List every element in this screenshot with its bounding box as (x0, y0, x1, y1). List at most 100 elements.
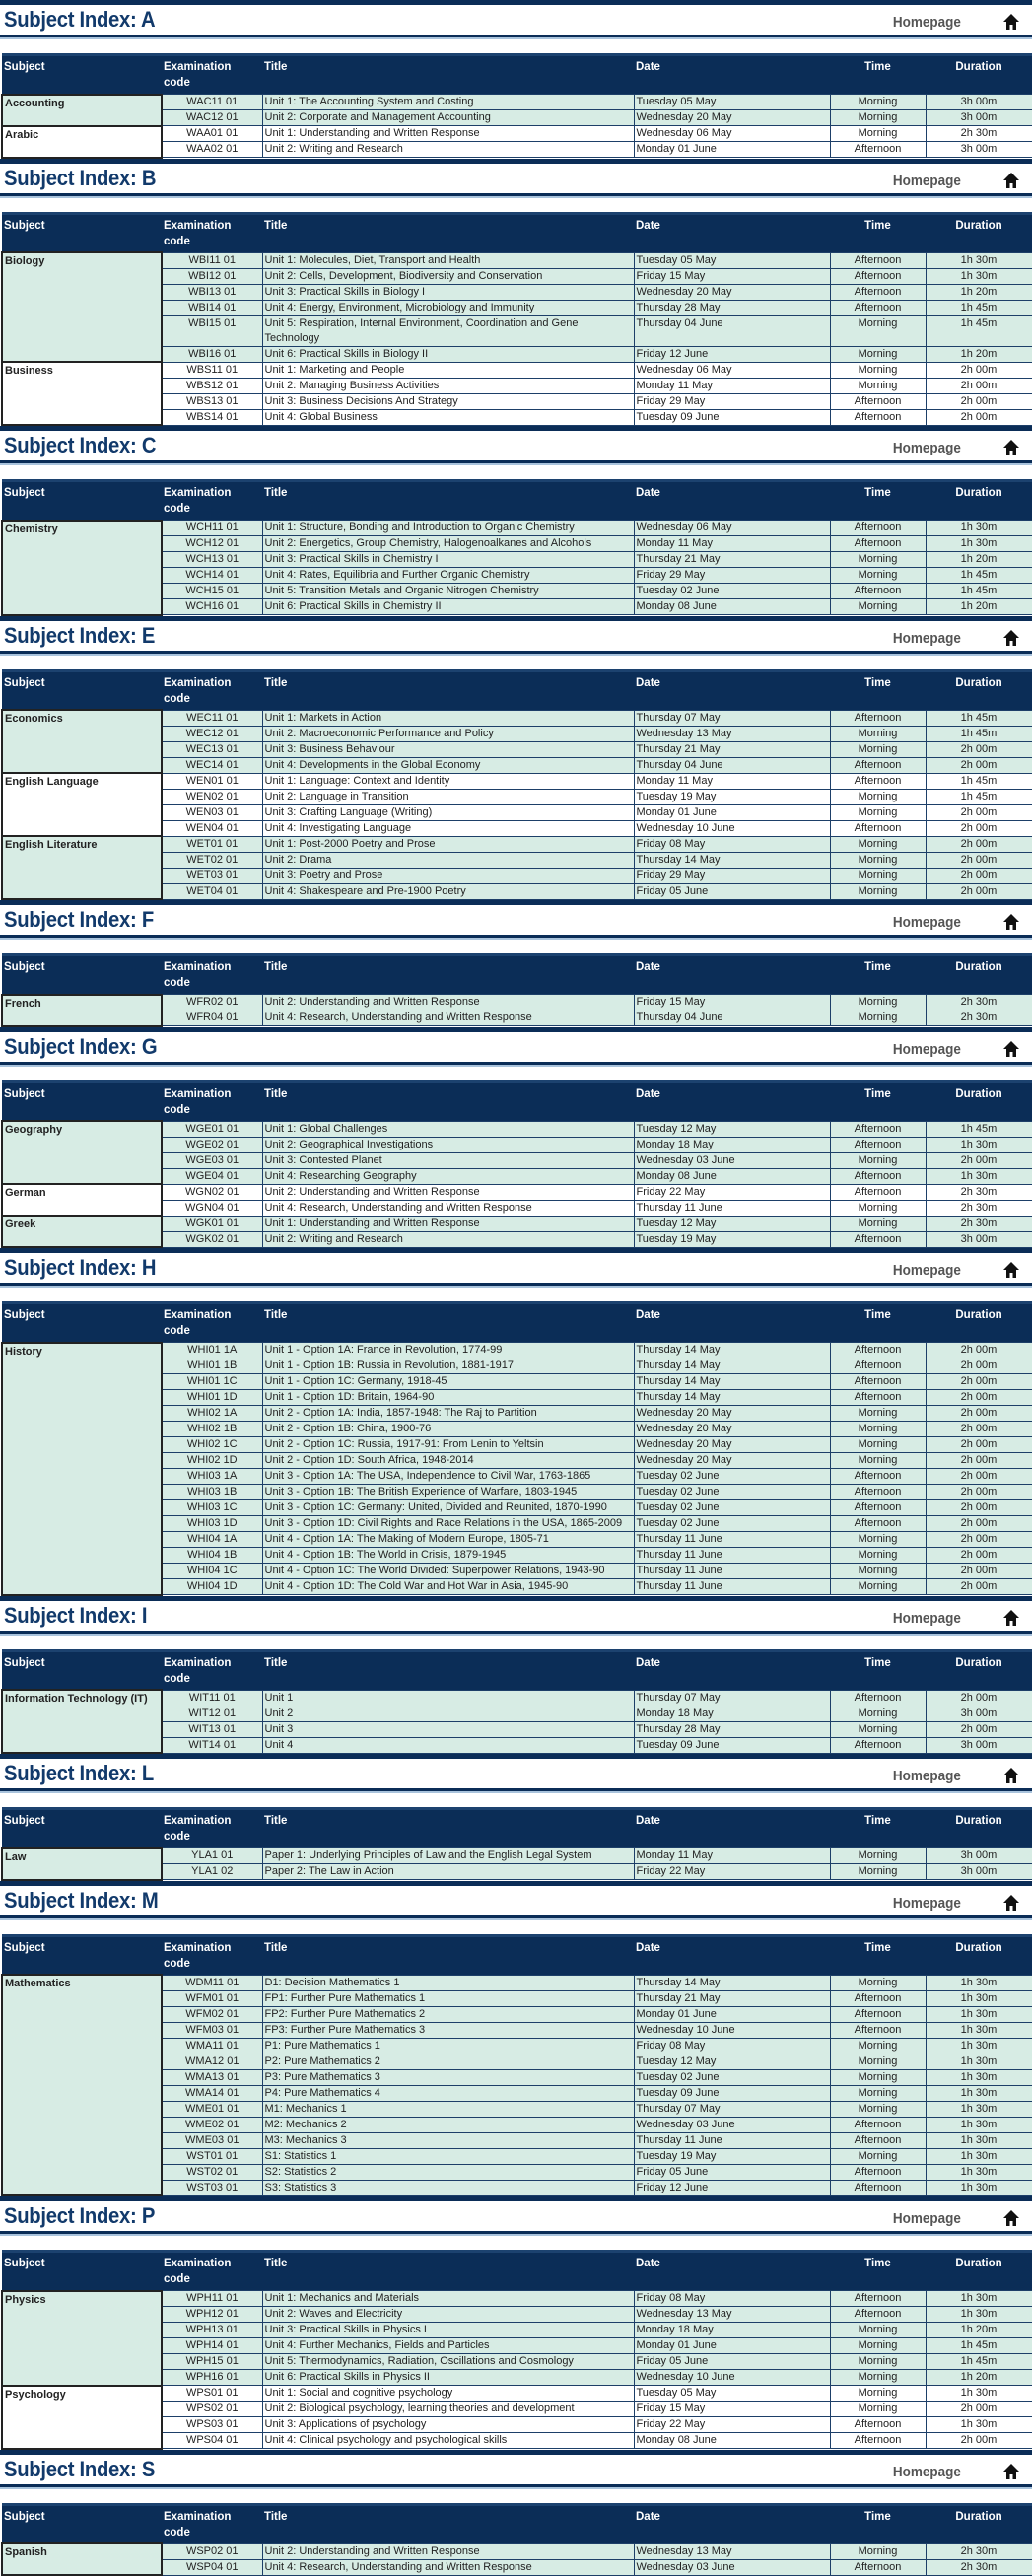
section-heading: Subject Index: M Homepage (0, 1881, 1032, 1915)
title-cell: M1: Mechanics 1 (262, 2101, 634, 2117)
house-icon[interactable] (1002, 913, 1020, 931)
time-cell: Morning (830, 883, 926, 899)
homepage-link[interactable]: Homepage (893, 173, 961, 189)
homepage-link[interactable]: Homepage (893, 1610, 961, 1627)
title-cell: P1: Pure Mathematics 1 (262, 2038, 634, 2054)
duration-cell: 2h 30m (926, 1184, 1032, 1200)
title-cell: Unit 2 - Option 1D: South Africa, 1948-2… (262, 1453, 634, 1469)
homepage-link[interactable]: Homepage (893, 2210, 961, 2227)
column-header-duration: Duration (926, 213, 1032, 252)
date-cell: Wednesday 20 May (634, 1437, 830, 1453)
date-cell: Friday 15 May (634, 268, 830, 284)
house-icon[interactable] (1002, 1894, 1020, 1912)
time-cell: Afternoon (830, 584, 926, 599)
duration-cell: 2h 00m (926, 1500, 1032, 1516)
time-cell: Afternoon (830, 757, 926, 773)
date-cell: Tuesday 05 May (634, 95, 830, 110)
homepage-link[interactable]: Homepage (893, 1895, 961, 1912)
exam-code-cell: WIT11 01 (162, 1690, 262, 1706)
title-cell: Unit 2: Understanding and Written Respon… (262, 995, 634, 1010)
house-icon[interactable] (1002, 1040, 1020, 1058)
time-cell: Afternoon (830, 393, 926, 409)
date-cell: Friday 15 May (634, 995, 830, 1010)
subject-cell: Law (2, 1848, 162, 1880)
title-cell: Unit 4 - Option 1D: The Cold War and Hot… (262, 1579, 634, 1595)
homepage-link[interactable]: Homepage (893, 1768, 961, 1784)
time-cell: Afternoon (830, 1358, 926, 1374)
time-cell: Morning (830, 2085, 926, 2101)
duration-cell: 2h 00m (926, 1469, 1032, 1485)
title-cell: Unit 1 - Option 1D: Britain, 1964-90 (262, 1390, 634, 1406)
column-header-subject: Subject (2, 1935, 162, 1975)
house-icon[interactable] (1002, 172, 1020, 189)
homepage-link[interactable]: Homepage (893, 14, 961, 31)
homepage-link[interactable]: Homepage (893, 440, 961, 456)
title-cell: Unit 1 (262, 1690, 634, 1706)
house-icon[interactable] (1002, 2209, 1020, 2227)
time-cell: Morning (830, 2054, 926, 2069)
house-icon[interactable] (1002, 1261, 1020, 1279)
duration-cell: 2h 30m (926, 1216, 1032, 1231)
exam-code-cell: WSP02 01 (162, 2543, 262, 2559)
column-header-date: Date (634, 1650, 830, 1690)
duration-cell: 3h 00m (926, 110, 1032, 126)
time-cell: Morning (830, 362, 926, 378)
duration-cell: 1h 30m (926, 2132, 1032, 2148)
time-cell: Afternoon (830, 1516, 926, 1532)
date-cell: Tuesday 09 June (634, 2085, 830, 2101)
date-cell: Wednesday 20 May (634, 1406, 830, 1422)
house-icon[interactable] (1002, 1609, 1020, 1627)
homepage-link[interactable]: Homepage (893, 2464, 961, 2480)
duration-cell: 1h 45m (926, 568, 1032, 584)
house-icon[interactable] (1002, 629, 1020, 647)
date-cell: Friday 22 May (634, 2417, 830, 2433)
homepage-link[interactable]: Homepage (893, 1041, 961, 1058)
date-cell: Tuesday 12 May (634, 1216, 830, 1231)
house-icon[interactable] (1002, 1767, 1020, 1784)
column-header-date: Date (634, 213, 830, 252)
date-cell: Wednesday 20 May (634, 284, 830, 300)
date-cell: Thursday 28 May (634, 300, 830, 315)
time-cell: Morning (830, 741, 926, 757)
title-cell: Unit 1: Global Challenges (262, 1121, 634, 1137)
date-cell: Thursday 14 May (634, 1343, 830, 1358)
title-cell: Unit 3: Practical Skills in Biology I (262, 284, 634, 300)
duration-cell: 3h 00m (926, 1231, 1032, 1247)
exam-code-cell: WET03 01 (162, 868, 262, 883)
date-cell: Tuesday 02 June (634, 584, 830, 599)
exam-code-cell: WME02 01 (162, 2117, 262, 2132)
duration-cell: 2h 00m (926, 1485, 1032, 1500)
house-icon[interactable] (1002, 2463, 1020, 2480)
date-cell: Friday 05 June (634, 883, 830, 899)
title-cell: Unit 4: Global Business (262, 409, 634, 425)
homepage-link[interactable]: Homepage (893, 1262, 961, 1279)
time-cell: Morning (830, 1706, 926, 1721)
date-cell: Monday 01 June (634, 804, 830, 820)
exam-code-cell: WDM11 01 (162, 1975, 262, 1990)
title-cell: Unit 4 - Option 1A: The Making of Modern… (262, 1532, 634, 1548)
house-icon[interactable] (1002, 13, 1020, 31)
section-heading: Subject Index: C Homepage (0, 426, 1032, 460)
homepage-link[interactable]: Homepage (893, 630, 961, 647)
duration-cell: 3h 00m (926, 95, 1032, 110)
title-cell: P4: Pure Mathematics 4 (262, 2085, 634, 2101)
time-cell: Afternoon (830, 773, 926, 789)
house-icon[interactable] (1002, 439, 1020, 456)
duration-cell: 1h 30m (926, 2038, 1032, 2054)
duration-cell: 2h 00m (926, 1437, 1032, 1453)
title-cell: Unit 4: Clinical psychology and psycholo… (262, 2433, 634, 2449)
column-header-title: Title (262, 1303, 634, 1343)
date-cell: Monday 08 June (634, 1168, 830, 1184)
duration-cell: 1h 45m (926, 1121, 1032, 1137)
homepage-link[interactable]: Homepage (893, 914, 961, 931)
column-header-title: Title (262, 481, 634, 521)
duration-cell: 1h 30m (926, 2069, 1032, 2085)
column-header-subject: Subject (2, 670, 162, 710)
date-cell: Thursday 11 June (634, 1532, 830, 1548)
